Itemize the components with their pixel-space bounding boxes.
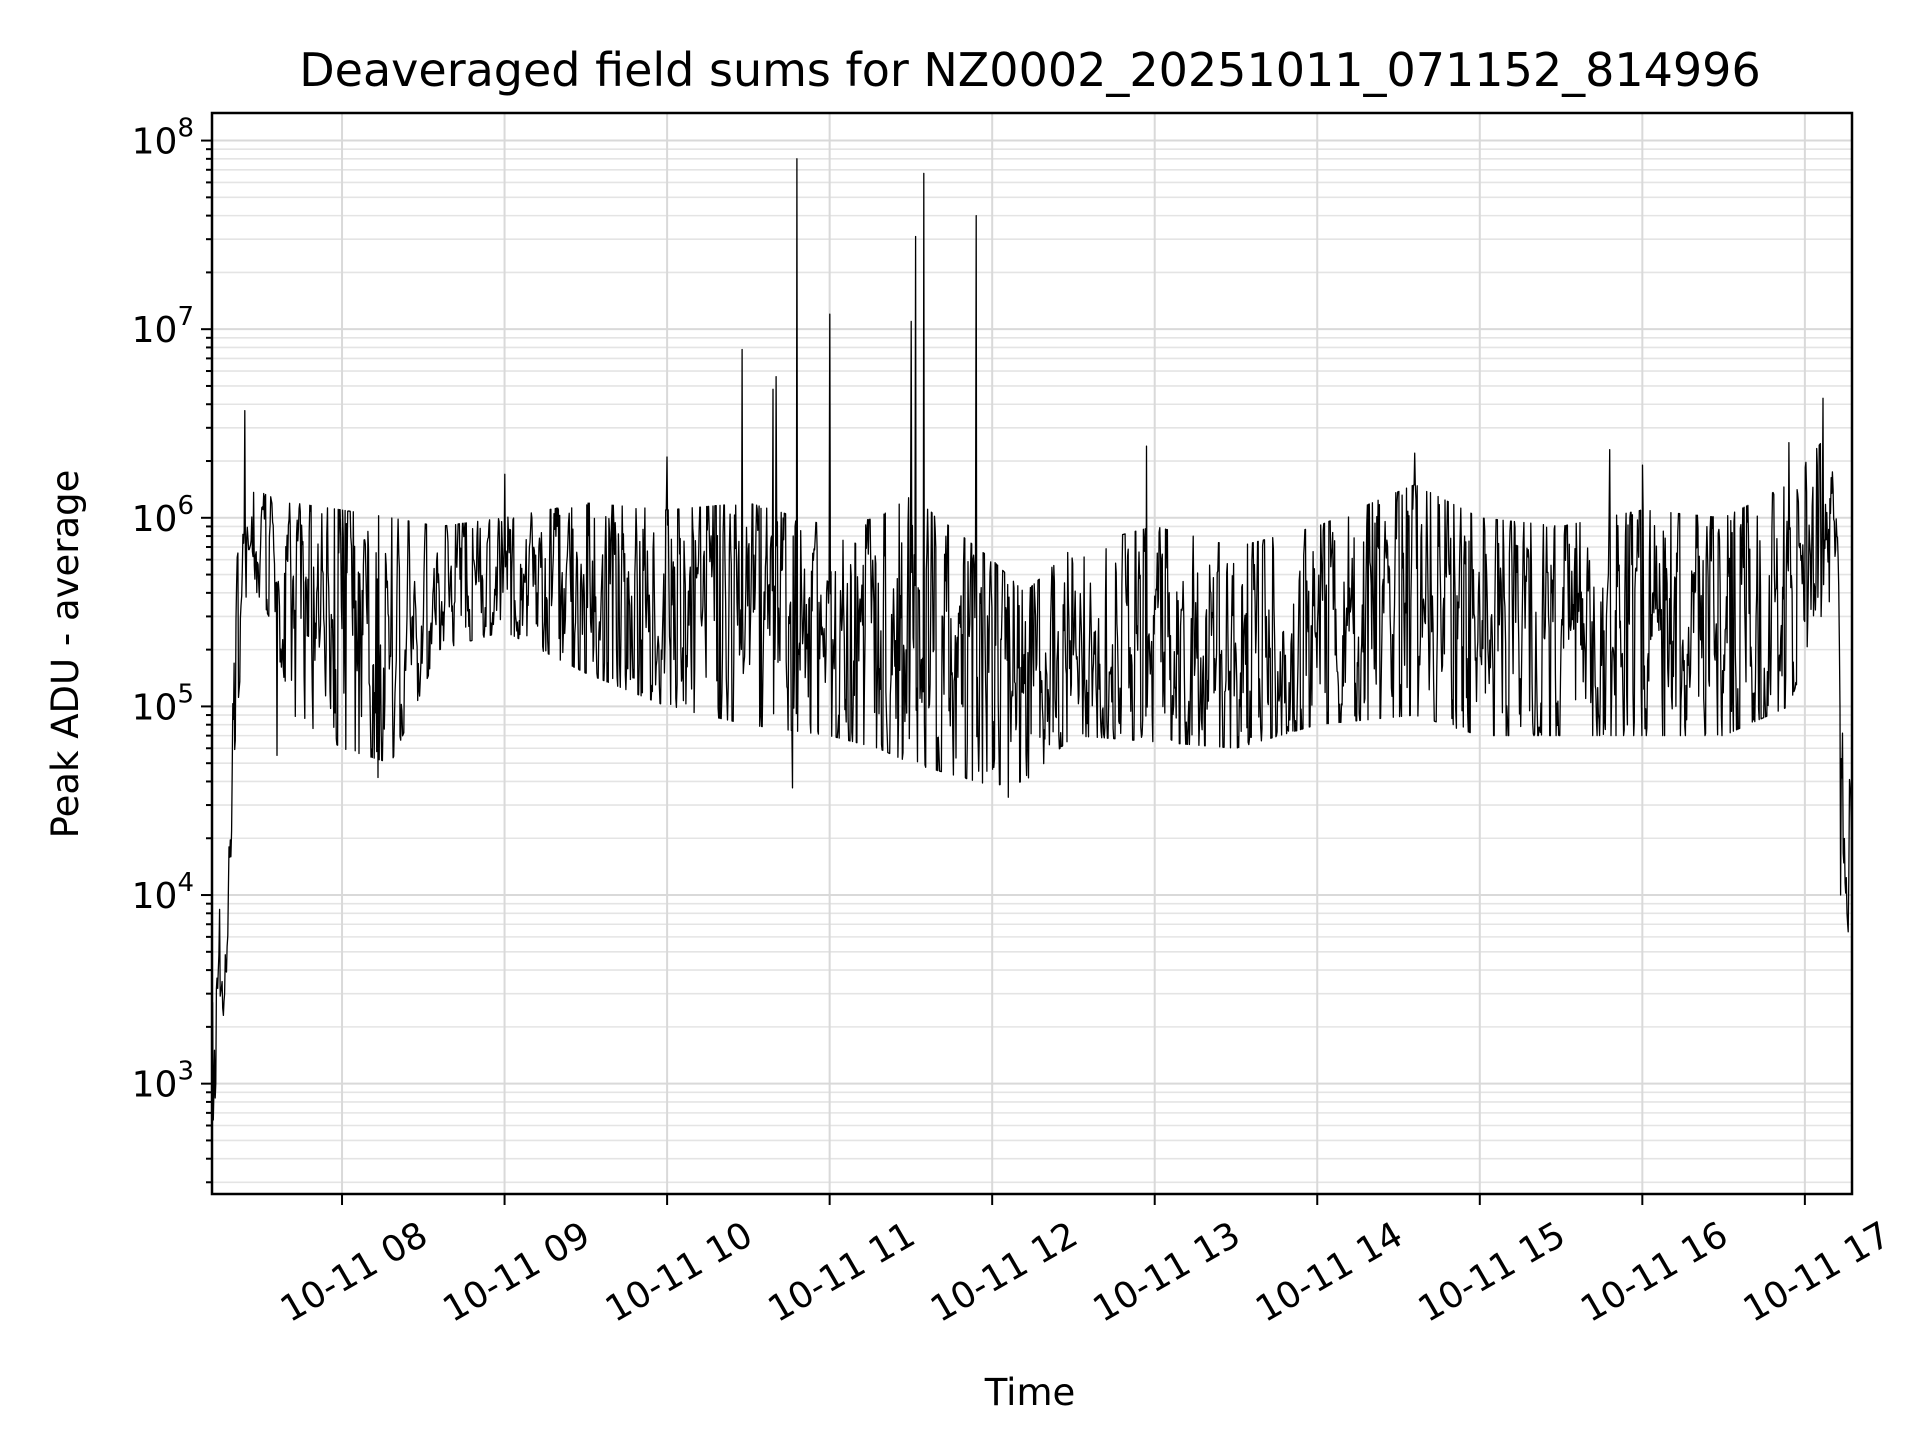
- y-tick-base: 10: [132, 1065, 178, 1106]
- y-tick-label: 106: [132, 491, 194, 540]
- y-tick-exponent: 6: [177, 491, 194, 521]
- y-tick-base: 10: [132, 687, 178, 728]
- grid-lines: [212, 113, 1852, 1194]
- y-tick-exponent: 7: [177, 302, 194, 332]
- x-axis-label: Time: [984, 1371, 1076, 1414]
- y-tick-label: 104: [132, 868, 194, 917]
- y-tick-label: 108: [132, 114, 194, 163]
- axes-frame: [210, 111, 1854, 1196]
- y-tick-exponent: 8: [177, 114, 194, 144]
- y-tick-base: 10: [132, 310, 178, 351]
- series-line: [212, 158, 1852, 1150]
- y-tick-base: 10: [132, 876, 178, 917]
- y-tick-exponent: 5: [177, 679, 194, 709]
- y-tick-label: 105: [132, 679, 194, 728]
- y-tick-exponent: 4: [177, 868, 194, 898]
- y-tick-label: 103: [132, 1057, 194, 1106]
- y-tick-base: 10: [132, 122, 178, 163]
- y-tick-label: 107: [132, 302, 194, 351]
- y-tick-exponent: 3: [177, 1057, 194, 1087]
- y-axis-label: Peak ADU - average: [44, 470, 87, 839]
- chart-title: Deaveraged field sums for NZ0002_2025101…: [299, 43, 1760, 97]
- y-tick-base: 10: [132, 499, 178, 540]
- plot-area: [212, 158, 1852, 1150]
